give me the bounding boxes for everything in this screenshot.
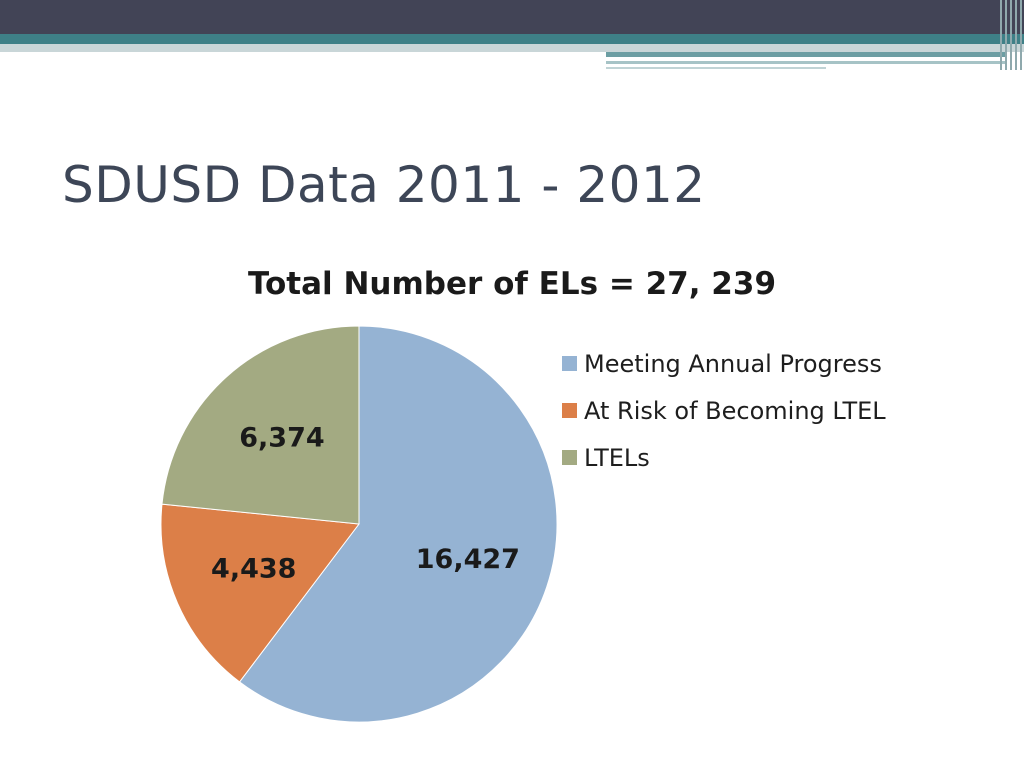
header-accent-line	[606, 67, 826, 69]
header-accent-line	[606, 52, 1006, 57]
slice-at-risk-ltel	[160, 503, 360, 683]
legend-label: At Risk of Becoming LTEL	[584, 396, 886, 425]
chart-legend: Meeting Annual Progress At Risk of Becom…	[562, 340, 886, 481]
legend-item-meeting-annual-progress: Meeting Annual Progress	[562, 340, 886, 387]
slide-title: SDUSD Data 2011 - 2012	[62, 156, 706, 214]
header-vertical-rules	[998, 0, 1024, 70]
legend-item-at-risk-ltel: At Risk of Becoming LTEL	[562, 387, 886, 434]
data-label: 16,427	[416, 544, 520, 575]
legend-item-ltels: LTELs	[562, 434, 886, 481]
header-band	[0, 0, 1024, 34]
header-light-band	[0, 44, 1024, 52]
legend-label: LTELs	[584, 443, 650, 472]
header-accent-band	[0, 34, 1024, 44]
slice-meeting-annual-progress	[238, 325, 558, 723]
data-label: 6,374	[239, 422, 324, 453]
legend-swatch	[562, 403, 577, 418]
chart-title: Total Number of ELs = 27, 239	[247, 266, 777, 302]
slice-ltels	[161, 325, 360, 525]
header-accent-line	[606, 61, 1006, 64]
legend-label: Meeting Annual Progress	[584, 349, 882, 378]
legend-swatch	[562, 450, 577, 465]
legend-swatch	[562, 356, 577, 371]
data-label: 4,438	[211, 553, 296, 584]
